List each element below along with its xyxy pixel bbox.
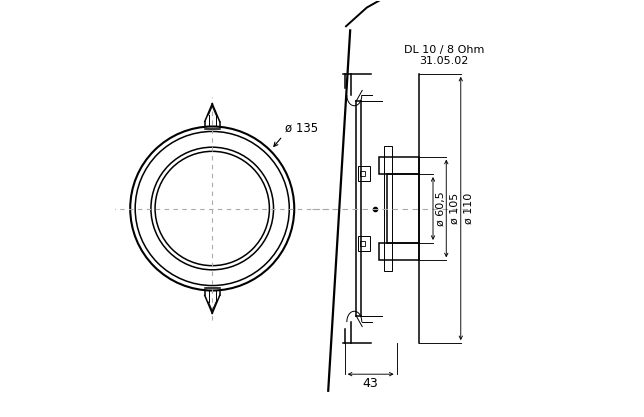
Bar	[379, 243, 419, 260]
Text: 43: 43	[363, 377, 379, 390]
Text: ø 110: ø 110	[464, 193, 474, 224]
Bar	[360, 241, 365, 246]
Text: DL 10 / 8 Ohm
31.05.02: DL 10 / 8 Ohm 31.05.02	[404, 45, 484, 66]
Text: ø 135: ø 135	[285, 121, 318, 134]
Text: ø 60,5: ø 60,5	[437, 191, 446, 226]
Bar	[379, 157, 419, 174]
Bar	[358, 166, 370, 181]
Bar	[387, 174, 419, 243]
Bar	[384, 146, 392, 271]
Text: ø 105: ø 105	[450, 193, 460, 224]
Bar	[360, 171, 365, 176]
Bar	[358, 236, 370, 251]
